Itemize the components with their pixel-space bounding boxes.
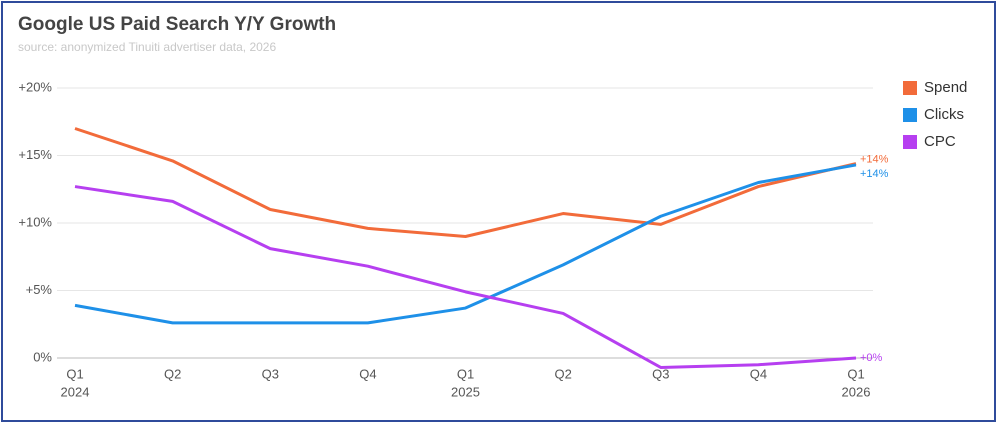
y-tick-label: +10% [18, 214, 52, 229]
x-tick-label: Q1 [847, 366, 864, 381]
x-tick-year: 2025 [451, 384, 480, 399]
x-tick-year: 2024 [61, 384, 90, 399]
legend-label: Spend [924, 79, 967, 96]
chart-title: Google US Paid Search Y/Y Growth [18, 14, 336, 35]
legend-label: Clicks [924, 106, 964, 123]
x-tick-label: Q2 [554, 366, 571, 381]
value-label: +14% [860, 154, 889, 166]
x-tick-label: Q4 [359, 366, 376, 381]
y-tick-label: +5% [26, 282, 53, 297]
value-label: +0% [860, 352, 883, 364]
legend-swatch [903, 135, 917, 149]
series-line [74, 185, 857, 369]
x-tick-label: Q3 [652, 366, 669, 381]
x-tick-label: Q2 [164, 366, 181, 381]
value-label: +14% [860, 168, 889, 180]
legend-label: CPC [924, 133, 956, 150]
x-tick-label: Q3 [262, 366, 279, 381]
series-line [74, 127, 857, 238]
y-tick-label: +20% [18, 79, 52, 94]
y-tick-label: 0% [33, 349, 52, 364]
series-line [74, 163, 857, 325]
x-tick-label: Q4 [750, 366, 767, 381]
legend-swatch [903, 81, 917, 95]
chart-subtitle: source: anonymized Tinuiti advertiser da… [18, 40, 276, 54]
x-tick-year: 2026 [842, 384, 871, 399]
legend-swatch [903, 108, 917, 122]
x-tick-label: Q1 [66, 366, 83, 381]
y-tick-label: +15% [18, 147, 52, 162]
x-tick-label: Q1 [457, 366, 474, 381]
